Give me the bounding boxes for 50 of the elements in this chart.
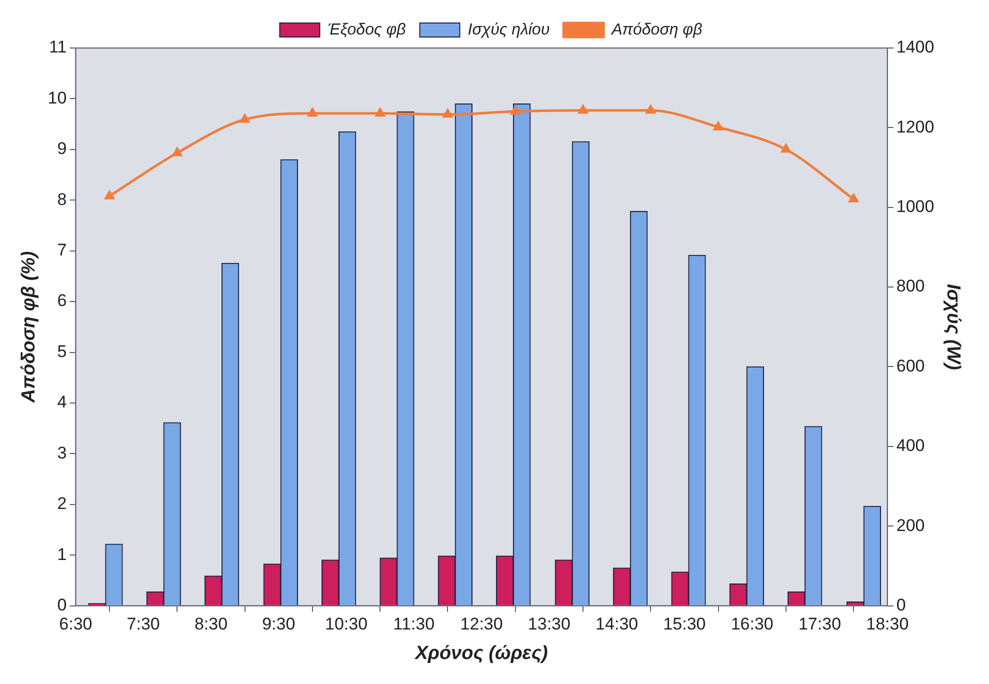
y-tick-label: 0 (57, 595, 67, 614)
y-tick-label: 5 (57, 342, 67, 361)
y-tick-label: 7 (57, 240, 67, 260)
y-tick-label: 11 (49, 38, 67, 57)
x-tick-label: 9:30 (262, 614, 296, 634)
y2-tick-label: 800 (896, 276, 925, 296)
x-tick-label: 12:30 (460, 614, 503, 634)
x-tick-label: 13:30 (528, 614, 570, 634)
y-tick-label: 10 (48, 88, 67, 108)
y-tick-label: 2 (57, 494, 67, 514)
point (578, 105, 588, 114)
point (240, 114, 250, 123)
y2-tick-label: 1000 (896, 197, 934, 216)
legend-label: Απόδοση φβ (610, 21, 702, 38)
x-tick-label: 15:30 (663, 614, 706, 634)
x-tick-label: 14:30 (596, 614, 638, 634)
x-tick-label: 6:30 (59, 614, 92, 634)
y-tick-label: 8 (57, 190, 67, 209)
y-tick-label: 3 (57, 443, 67, 462)
legend-label: Ισχύς ηλίου (468, 21, 550, 38)
point (646, 105, 656, 114)
legend-label: Έξοδος φβ (328, 21, 406, 38)
x-tick-label: 16:30 (730, 614, 774, 634)
x-tick-label: 7:30 (126, 614, 160, 634)
y-tick-label: 1 (57, 544, 67, 564)
point (375, 108, 385, 117)
y2-tick-label: 200 (896, 516, 925, 535)
point (714, 122, 723, 130)
point (104, 190, 114, 200)
y-axis-title: Απόδοση φβ (%) (18, 251, 40, 404)
x-axis-title: Χρόνος (ώρες) (414, 642, 548, 664)
x-tick-label: 8:30 (194, 614, 228, 634)
y2-axis-title: Ισχύς (W) (942, 284, 964, 370)
x-tick-label: 10:30 (324, 614, 368, 634)
y2-tick-label: 1400 (896, 38, 934, 57)
x-tick-label: 11:30 (393, 614, 435, 634)
point (781, 144, 791, 153)
y2-tick-label: 0 (896, 595, 906, 614)
x-tick-label: 18:30 (866, 614, 909, 634)
y-tick-label: 4 (57, 392, 67, 412)
y2-tick-label: 600 (896, 356, 925, 376)
point (308, 108, 318, 117)
y-tick-label: 6 (57, 291, 67, 310)
point (848, 194, 858, 202)
y2-tick-label: 1200 (896, 117, 934, 136)
point (172, 148, 182, 156)
y-tick-label: 9 (57, 139, 67, 158)
y2-tick-label: 400 (896, 436, 925, 456)
point (510, 106, 520, 115)
x-tick-label: 17:30 (798, 614, 842, 634)
